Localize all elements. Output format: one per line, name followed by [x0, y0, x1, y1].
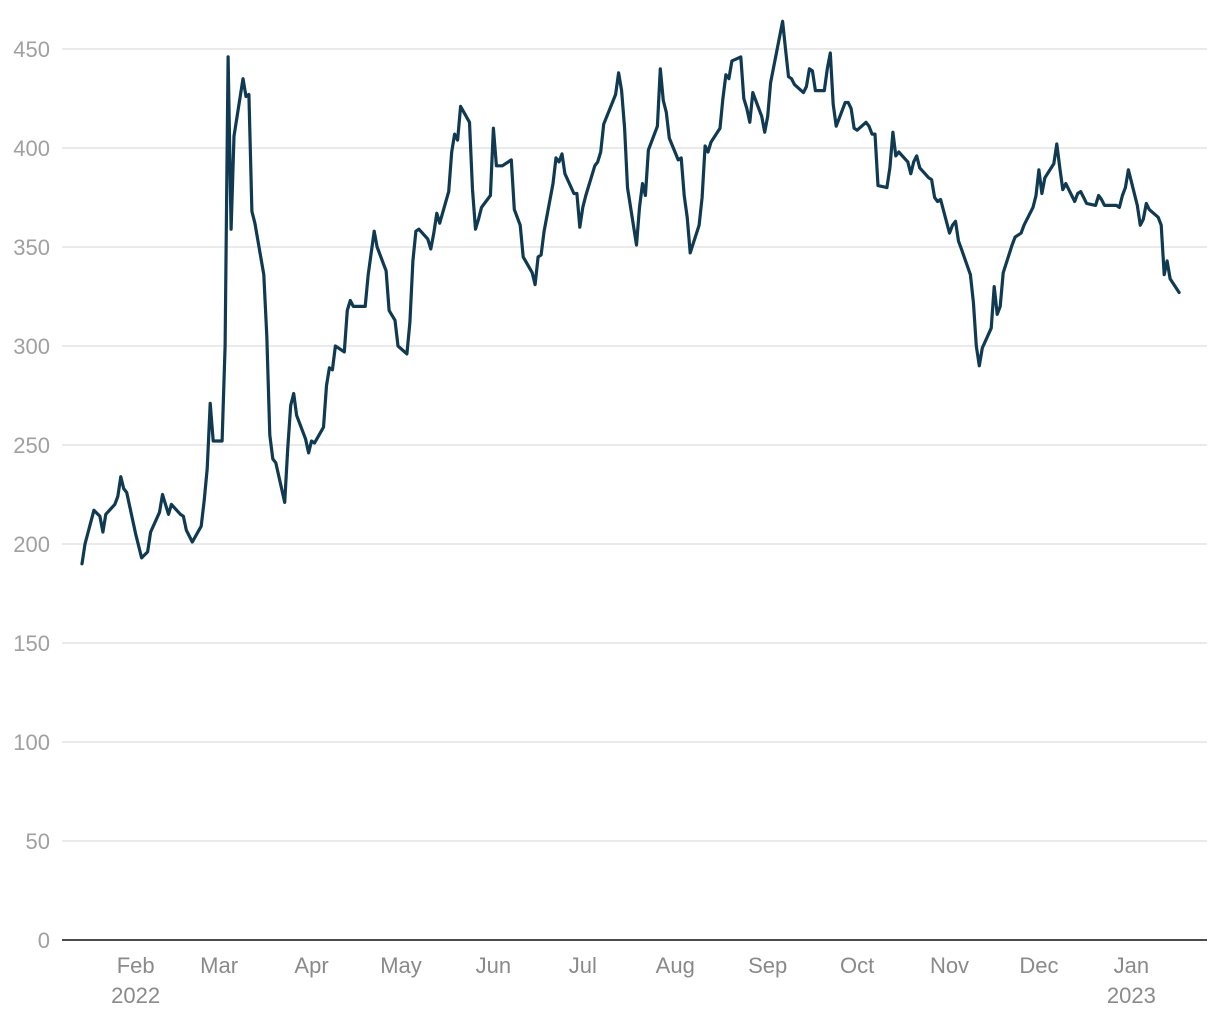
- x-tick-label: Mar: [200, 953, 238, 978]
- x-tick-label: Jan: [1114, 953, 1149, 978]
- x-tick-year-label: 2023: [1107, 983, 1156, 1008]
- y-tick-label: 150: [13, 631, 50, 656]
- y-axis-ticks: 0 50 100 150 200 250 300 350 400 450: [13, 37, 50, 953]
- y-tick-label: 250: [13, 433, 50, 458]
- x-tick-label: May: [380, 953, 422, 978]
- x-tick-label: Dec: [1019, 953, 1058, 978]
- line-chart: 0 50 100 150 200 250 300 350 400 450 Feb 2022 Mar Ap…: [0, 0, 1220, 1020]
- y-tick-label: 300: [13, 334, 50, 359]
- x-tick-year-label: 2022: [111, 983, 160, 1008]
- x-tick-label: Aug: [656, 953, 695, 978]
- x-tick-label: Jun: [476, 953, 511, 978]
- x-tick-label: Jul: [569, 953, 597, 978]
- y-tick-label: 50: [26, 829, 50, 854]
- y-tick-label: 100: [13, 730, 50, 755]
- y-tick-label: 400: [13, 136, 50, 161]
- series-layer: [82, 21, 1179, 564]
- x-axis-ticks: Feb 2022 Mar Apr May Jun Jul Aug Sep Oct Nov Dec Jan…: [111, 953, 1156, 1008]
- x-tick-label: Nov: [930, 953, 969, 978]
- x-tick-label: Oct: [840, 953, 874, 978]
- y-tick-label: 450: [13, 37, 50, 62]
- x-tick-label: Apr: [294, 953, 328, 978]
- y-tick-label: 0: [38, 928, 50, 953]
- x-tick-label: Sep: [748, 953, 787, 978]
- x-tick-label: Feb: [117, 953, 155, 978]
- y-tick-label: 350: [13, 235, 50, 260]
- y-tick-label: 200: [13, 532, 50, 557]
- series-line: [82, 21, 1179, 564]
